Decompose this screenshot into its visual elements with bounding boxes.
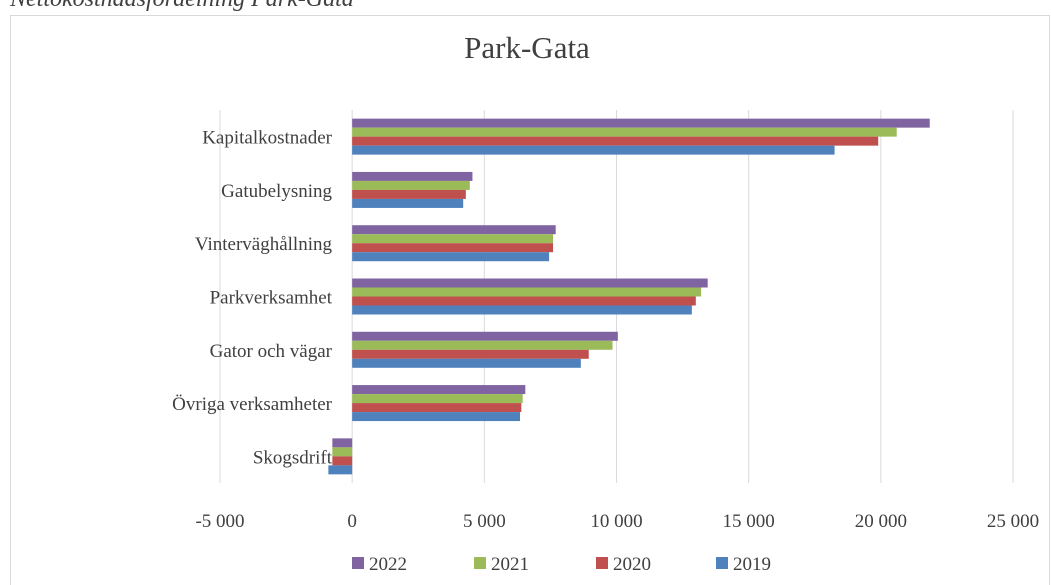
bar [328,465,353,475]
bar [352,331,618,341]
bar [352,340,613,350]
legend-label: 2022 [369,554,407,575]
bar [352,394,523,404]
legend-swatch [474,557,486,569]
bar [352,136,879,146]
bar [352,180,470,190]
bar [352,287,702,297]
y-tick-label: Gator och vägar [210,341,333,362]
bar [332,438,353,448]
bar [332,456,353,466]
bar [352,385,526,395]
legend-swatch [716,557,728,569]
x-tick-label: 15 000 [723,511,775,532]
bar [352,189,466,199]
caption: Nettokostnadsfördelning Park-Gata [9,0,354,12]
y-tick-label: Vinterväghållning [195,234,333,255]
x-tick-label: 10 000 [590,511,642,532]
legend-label: 2020 [613,554,651,575]
bar [352,127,897,137]
bar [352,225,556,235]
y-tick-label: Skogsdrift [253,447,333,468]
bar [352,171,473,181]
bar [352,198,464,208]
bar [352,412,521,422]
bar [352,145,835,155]
x-tick-label: 20 000 [855,511,907,532]
chart-border [10,15,1050,585]
bar [332,447,353,457]
y-tick-label: Gatubelysning [221,181,332,202]
legend-swatch [352,557,364,569]
bar [352,358,581,368]
legend-swatch [596,557,608,569]
legend-label: 2019 [733,554,771,575]
chart-title: Park-Gata [464,30,590,65]
bar [352,296,696,306]
bar [352,234,554,244]
x-tick-label: 0 [347,511,357,532]
bar [352,305,692,315]
legend-label: 2021 [491,554,529,575]
bar [352,252,550,262]
bar [352,243,554,253]
x-tick-label: -5 000 [195,511,244,532]
bar [352,118,930,128]
x-tick-label: 25 000 [987,511,1039,532]
x-tick-label: 5 000 [463,511,506,532]
y-tick-label: Övriga verksamheter [172,394,333,415]
y-tick-label: Kapitalkostnader [202,128,332,149]
bar [352,278,708,288]
bar [352,349,589,359]
y-tick-label: Parkverksamhet [210,288,333,309]
bar [352,403,522,413]
